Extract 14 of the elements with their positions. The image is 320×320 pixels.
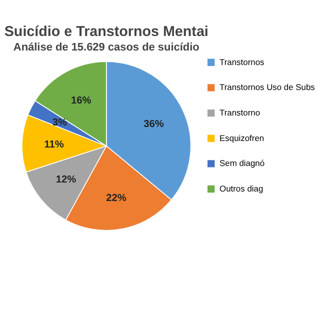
legend-label: Transtornos — [220, 56, 264, 67]
data-label: 16% — [71, 95, 92, 106]
data-label: 3% — [52, 118, 68, 129]
data-label: 12% — [56, 174, 76, 186]
chart-title: Suicídio e Transtornos Mentai — [4, 24, 208, 40]
legend-label: Transtornos Uso de Subs — [220, 82, 315, 92]
data-label: 11% — [44, 140, 64, 151]
data-label: 22% — [106, 192, 126, 204]
data-label: 36% — [144, 119, 164, 130]
legend-label: Outros diag — [220, 184, 264, 194]
chart-subtitle: Análise de 15.629 casos de suicídio — [13, 42, 200, 54]
legend-label: Transtorno — [220, 108, 260, 118]
legend-label: Esquizofren — [220, 132, 264, 143]
legend-label: Sem diagnó — [220, 158, 265, 168]
